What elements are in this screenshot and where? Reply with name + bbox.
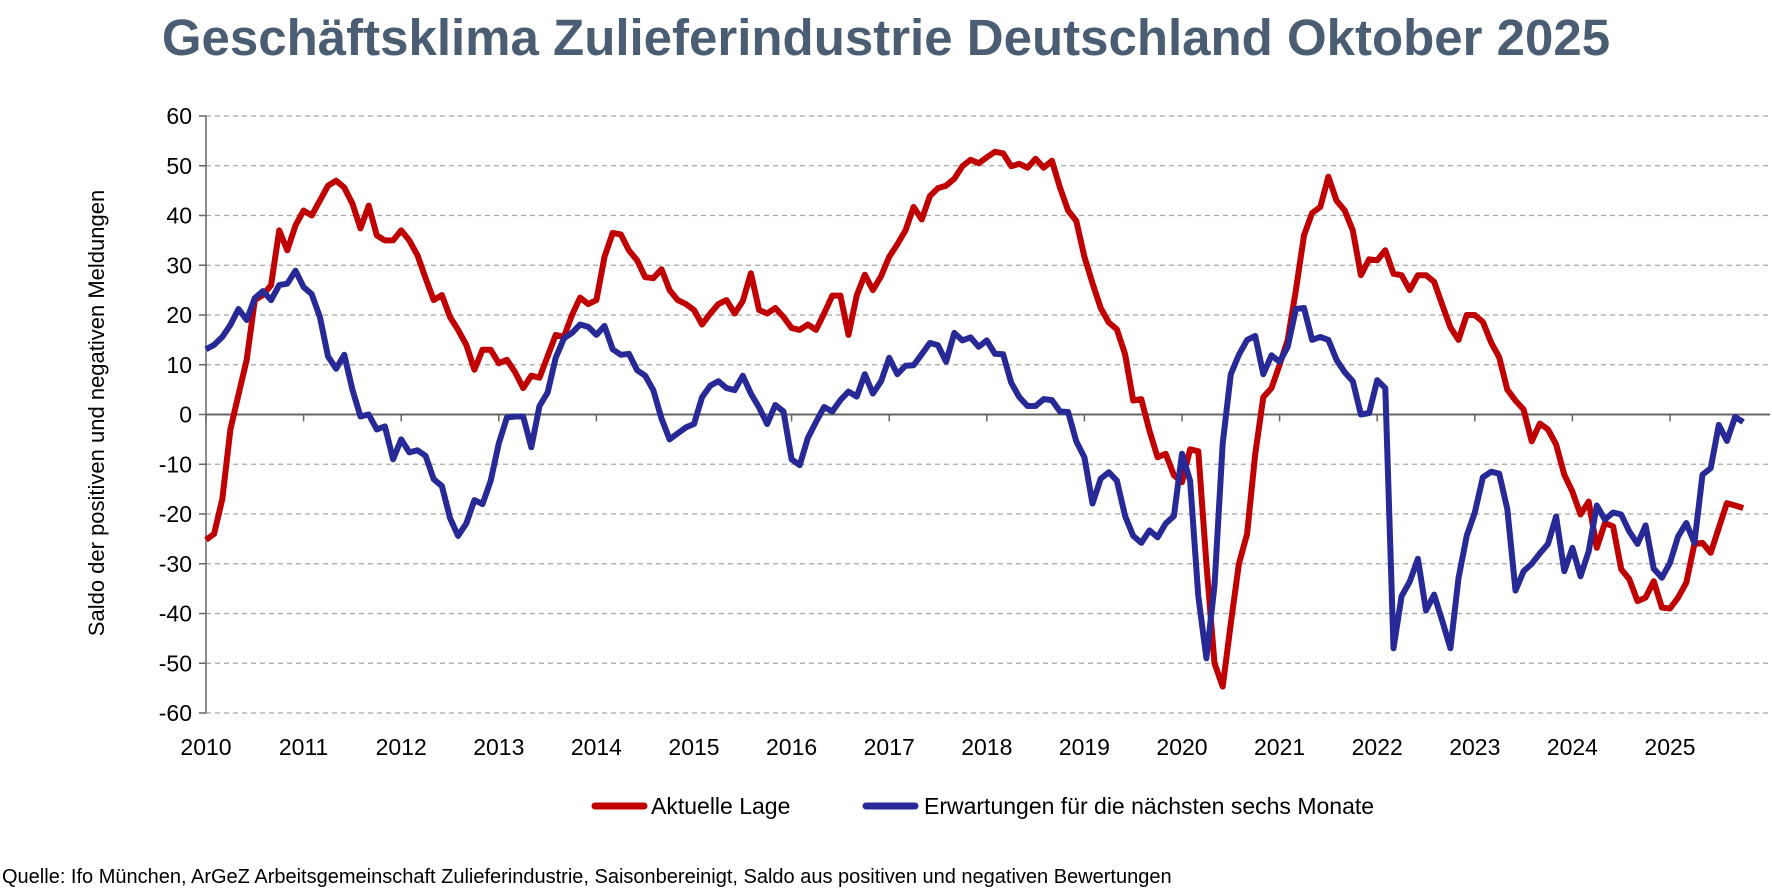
y-tick-label: -10 [159, 451, 192, 477]
y-tick-label: -60 [159, 700, 192, 726]
y-axis-tick-labels: 60 50 40 30 20 10 0 -10 -20 -30 -40 -50 -60 [159, 103, 192, 726]
x-tick-label: 2020 [1156, 734, 1207, 760]
x-tick-label: 2023 [1449, 734, 1500, 760]
y-tick-label: 0 [179, 402, 192, 428]
source-note: Quelle: Ifo München, ArGeZ Arbeitsgemein… [2, 866, 1172, 888]
x-tick-label: 2015 [668, 734, 719, 760]
legend-item: Aktuelle Lage [591, 793, 790, 819]
y-tick-label: 60 [166, 103, 192, 129]
x-tick-label: 2019 [1059, 734, 1110, 760]
x-tick-label: 2017 [864, 734, 915, 760]
y-tick-label: 30 [166, 252, 192, 278]
y-axis-title: Saldo der positiven und negativen Meldun… [84, 190, 109, 636]
y-tick-label: -30 [159, 551, 192, 577]
axes [199, 115, 1770, 714]
x-tick-label: 2025 [1644, 734, 1695, 760]
x-tick-label: 2011 [279, 734, 328, 760]
legend-label: Aktuelle Lage [651, 793, 790, 819]
x-tick-label: 2010 [180, 734, 231, 760]
series-line-erwartungen [204, 267, 1745, 662]
legend-label: Erwartungen für die nächsten sechs Monat… [924, 793, 1374, 819]
y-tick-label: -20 [159, 501, 192, 527]
y-tick-label: 20 [166, 302, 192, 328]
y-tick-label: 50 [166, 153, 192, 179]
y-tick-label: 10 [166, 352, 192, 378]
x-tick-label: 2021 [1254, 734, 1305, 760]
x-tick-label: 2024 [1547, 734, 1598, 760]
x-tick-label: 2018 [961, 734, 1012, 760]
x-axis-tick-labels: 2010 2011 2012 2013 2014 2015 2016 2017 2018 2019… [180, 734, 1695, 760]
x-tick-label: 2012 [376, 734, 427, 760]
x-tick-label: 2014 [571, 734, 622, 760]
y-tick-label: -50 [159, 650, 192, 676]
x-tick-label: 2013 [473, 734, 524, 760]
legend-item: Erwartungen für die nächsten sechs Monat… [862, 793, 1374, 819]
x-tick-label: 2022 [1352, 734, 1403, 760]
series-line-aktuelle-lage [204, 148, 1745, 690]
x-tick-label: 2016 [766, 734, 817, 760]
y-tick-label: -40 [159, 601, 192, 627]
y-tick-label: 40 [166, 203, 192, 229]
legend: Aktuelle Lage Erwartungen für die nächste… [591, 793, 1374, 819]
series-lines [204, 148, 1745, 690]
chart-title: Geschäftsklima Zulieferindustrie Deutsch… [161, 9, 1611, 66]
